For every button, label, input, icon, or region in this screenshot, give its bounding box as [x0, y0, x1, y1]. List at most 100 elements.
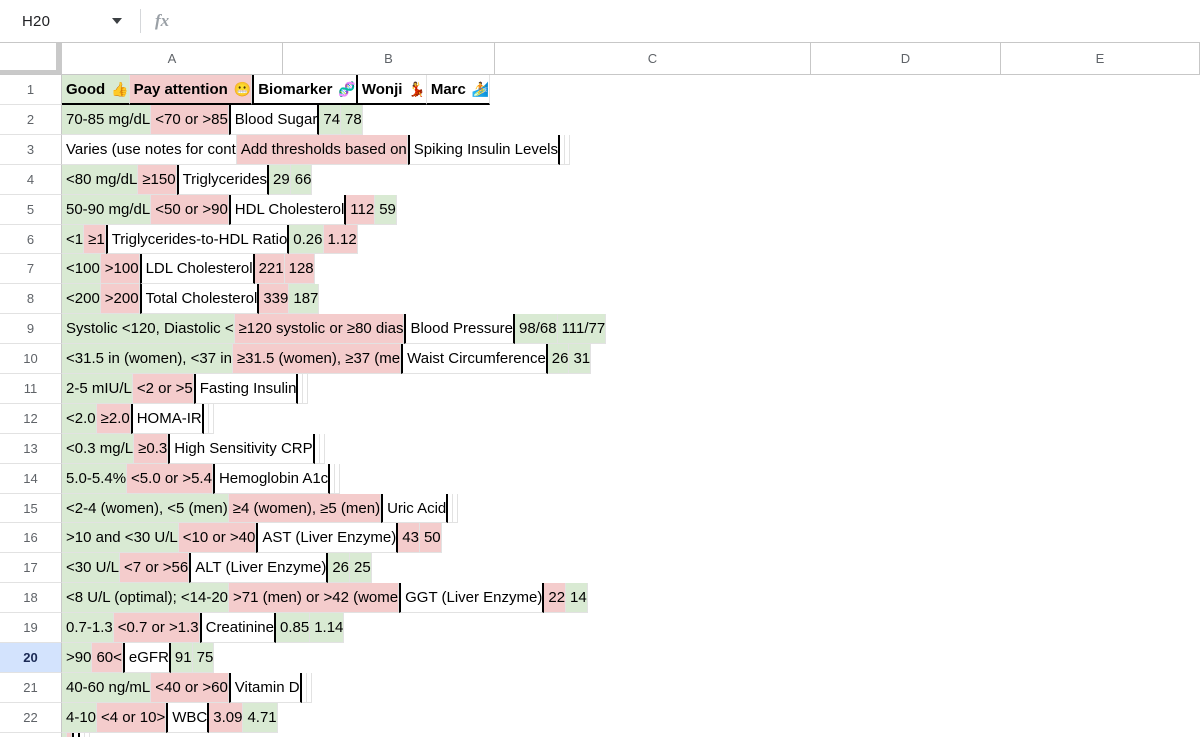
- cell-E18[interactable]: 14: [566, 583, 588, 614]
- cell-C2[interactable]: Blood Sugar: [228, 105, 320, 135]
- cell-E15[interactable]: [453, 493, 459, 524]
- cell-B13[interactable]: ≥0.3: [134, 433, 169, 464]
- row-header-19[interactable]: 19: [0, 613, 62, 644]
- cell-C18[interactable]: GGT (Liver Enzyme): [399, 583, 545, 614]
- cell-E7[interactable]: 128: [284, 254, 315, 285]
- cell-C1[interactable]: Biomarker 🧬: [252, 75, 358, 105]
- column-header-A[interactable]: A: [62, 43, 283, 74]
- cell-B1[interactable]: Pay attention 😬: [129, 75, 253, 105]
- cell-D19[interactable]: 0.85: [275, 613, 311, 644]
- cell-B8[interactable]: >200: [100, 284, 140, 315]
- cell-A10[interactable]: <31.5 in (women), <37 in: [62, 344, 233, 375]
- cell-D13[interactable]: [314, 433, 320, 464]
- cell-B14[interactable]: <5.0 or >5.4: [127, 463, 213, 494]
- cell-B22[interactable]: <4 or 10>: [97, 702, 167, 733]
- cell-B2[interactable]: <70 or >85: [151, 105, 229, 135]
- cell-E11[interactable]: [303, 374, 309, 404]
- cell-A23[interactable]: [62, 732, 67, 737]
- cell-C4[interactable]: Triglycerides: [176, 164, 270, 195]
- cell-D12[interactable]: [203, 403, 209, 434]
- cell-A21[interactable]: 40-60 ng/mL: [62, 672, 152, 703]
- cell-D6[interactable]: 0.26: [289, 224, 324, 255]
- cell-A19[interactable]: 0.7-1.3: [62, 613, 114, 644]
- cell-D4[interactable]: 29: [269, 164, 291, 195]
- cell-A4[interactable]: <80 mg/dL: [62, 164, 139, 195]
- cell-C7[interactable]: LDL Cholesterol: [139, 254, 255, 285]
- cell-D11[interactable]: [298, 374, 304, 404]
- cell-D18[interactable]: 22: [544, 583, 567, 614]
- cell-D16[interactable]: 43: [398, 523, 420, 554]
- cell-B18[interactable]: >71 (men) or >42 (wome: [229, 583, 400, 614]
- cell-B23[interactable]: [67, 732, 72, 737]
- cell-C10[interactable]: Waist Circumference: [401, 344, 548, 375]
- cell-C3[interactable]: Spiking Insulin Levels: [407, 134, 561, 165]
- cell-E12[interactable]: [208, 403, 214, 434]
- cell-A8[interactable]: <200: [62, 284, 101, 315]
- cell-B15[interactable]: ≥4 (women), ≥5 (men): [228, 493, 382, 524]
- cell-A12[interactable]: <2.0: [62, 403, 97, 434]
- cell-C14[interactable]: Hemoglobin A1c: [212, 463, 331, 494]
- cell-C5[interactable]: HDL Cholesterol: [228, 194, 347, 225]
- row-header-5[interactable]: 5: [0, 194, 62, 225]
- cell-D14[interactable]: [330, 463, 336, 494]
- cell-D17[interactable]: 26: [328, 553, 351, 584]
- cell-D10[interactable]: 26: [547, 344, 570, 375]
- cell-B19[interactable]: <0.7 or >1.3: [113, 613, 200, 644]
- cell-B5[interactable]: <50 or >90: [151, 194, 229, 225]
- cell-D9[interactable]: 98/68: [515, 314, 558, 345]
- row-header-17[interactable]: 17: [0, 553, 62, 584]
- cell-E2[interactable]: 78: [341, 105, 363, 135]
- row-header-7[interactable]: 7: [0, 254, 62, 285]
- cell-B20[interactable]: 60<: [92, 643, 123, 673]
- cell-E20[interactable]: 75: [192, 643, 215, 673]
- column-header-D[interactable]: D: [811, 43, 1001, 74]
- cell-C23[interactable]: [72, 732, 80, 737]
- cell-D3[interactable]: [560, 134, 566, 165]
- select-all-corner[interactable]: [0, 43, 62, 74]
- cell-E13[interactable]: [319, 433, 325, 464]
- cell-E3[interactable]: [565, 134, 571, 165]
- cell-E9[interactable]: 111/77: [557, 314, 607, 345]
- cell-A22[interactable]: 4-10: [62, 702, 98, 733]
- row-header-12[interactable]: 12: [0, 403, 62, 434]
- cell-D7[interactable]: 221: [254, 254, 285, 285]
- cell-E23[interactable]: [85, 732, 90, 737]
- cell-A5[interactable]: 50-90 mg/dL: [62, 194, 152, 225]
- row-header-4[interactable]: 4: [0, 164, 62, 195]
- row-header-2[interactable]: 2: [0, 105, 62, 135]
- cell-D23[interactable]: [80, 732, 85, 737]
- row-header-10[interactable]: 10: [0, 344, 62, 375]
- column-header-C[interactable]: C: [495, 43, 811, 74]
- cell-B16[interactable]: <10 or >40: [178, 523, 257, 554]
- cell-C21[interactable]: Vitamin D: [228, 672, 302, 703]
- cell-E19[interactable]: 1.14: [310, 613, 345, 644]
- cell-A3[interactable]: Varies (use notes for cont: [62, 134, 237, 165]
- cell-C11[interactable]: Fasting Insulin: [193, 374, 299, 404]
- cell-A13[interactable]: <0.3 mg/L: [62, 433, 135, 464]
- cell-B11[interactable]: <2 or >5: [132, 374, 194, 404]
- chevron-down-icon[interactable]: [112, 18, 122, 24]
- cell-A7[interactable]: <100: [62, 254, 101, 285]
- cell-B4[interactable]: ≥150: [138, 164, 177, 195]
- row-header-21[interactable]: 21: [0, 672, 62, 703]
- cell-E8[interactable]: 187: [289, 284, 320, 315]
- cell-A1[interactable]: Good 👍: [62, 75, 130, 105]
- row-header-16[interactable]: 16: [0, 523, 62, 554]
- cell-A15[interactable]: <2-4 (women), <5 (men): [62, 493, 229, 524]
- column-header-B[interactable]: B: [283, 43, 495, 74]
- cell-D5[interactable]: 112: [346, 194, 376, 225]
- cell-D2[interactable]: 74: [319, 105, 342, 135]
- row-header-14[interactable]: 14: [0, 463, 62, 494]
- cell-E1[interactable]: Marc 🏄: [426, 75, 491, 105]
- cell-C22[interactable]: WBC: [166, 702, 210, 733]
- cell-E6[interactable]: 1.12: [323, 224, 358, 255]
- cell-C15[interactable]: Uric Acid: [381, 493, 449, 524]
- cell-E5[interactable]: 59: [375, 194, 397, 225]
- row-header-9[interactable]: 9: [0, 314, 62, 345]
- cell-B9[interactable]: ≥120 systolic or ≥80 dias: [234, 314, 405, 345]
- cell-E17[interactable]: 25: [350, 553, 372, 584]
- cell-A16[interactable]: >10 and <30 U/L: [62, 523, 179, 554]
- cell-B10[interactable]: ≥31.5 (women), ≥37 (me: [232, 344, 402, 375]
- column-header-E[interactable]: E: [1001, 43, 1200, 74]
- cell-C20[interactable]: eGFR: [122, 643, 171, 673]
